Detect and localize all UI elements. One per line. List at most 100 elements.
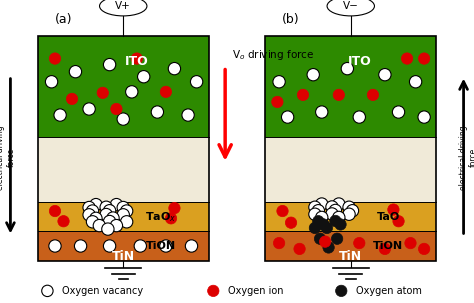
Ellipse shape xyxy=(58,215,69,227)
Ellipse shape xyxy=(160,240,172,252)
Ellipse shape xyxy=(117,113,129,125)
Ellipse shape xyxy=(151,106,164,118)
Text: ITO: ITO xyxy=(125,55,149,68)
Ellipse shape xyxy=(46,76,58,88)
Ellipse shape xyxy=(191,76,203,88)
Ellipse shape xyxy=(103,58,116,71)
Ellipse shape xyxy=(120,205,133,217)
Ellipse shape xyxy=(410,76,422,88)
Ellipse shape xyxy=(66,93,78,105)
Ellipse shape xyxy=(419,53,430,64)
Ellipse shape xyxy=(335,219,346,230)
Ellipse shape xyxy=(323,242,334,253)
Ellipse shape xyxy=(100,201,112,213)
Ellipse shape xyxy=(165,213,177,224)
Ellipse shape xyxy=(297,89,309,101)
Text: Oxygen vacancy: Oxygen vacancy xyxy=(62,286,143,296)
Ellipse shape xyxy=(126,86,138,98)
Ellipse shape xyxy=(93,219,106,232)
Ellipse shape xyxy=(312,205,325,217)
Ellipse shape xyxy=(353,111,365,123)
Text: electrical driving
force: electrical driving force xyxy=(459,125,474,190)
Ellipse shape xyxy=(313,215,324,227)
Ellipse shape xyxy=(341,62,354,75)
Ellipse shape xyxy=(326,201,338,213)
Ellipse shape xyxy=(319,236,331,247)
Bar xyxy=(265,202,436,231)
Text: Oxygen ion: Oxygen ion xyxy=(228,286,283,296)
Text: TiN: TiN xyxy=(339,250,362,263)
Ellipse shape xyxy=(131,53,143,64)
Ellipse shape xyxy=(367,89,379,101)
Ellipse shape xyxy=(111,103,122,115)
Text: TiON: TiON xyxy=(373,241,403,251)
Ellipse shape xyxy=(90,198,102,211)
Ellipse shape xyxy=(309,222,320,234)
Text: TiN: TiN xyxy=(112,250,135,263)
Ellipse shape xyxy=(316,106,328,118)
Ellipse shape xyxy=(100,0,147,16)
Ellipse shape xyxy=(103,205,116,217)
Text: V+: V+ xyxy=(115,1,131,11)
Ellipse shape xyxy=(405,238,416,249)
Ellipse shape xyxy=(103,240,116,252)
Ellipse shape xyxy=(107,212,119,224)
Ellipse shape xyxy=(110,219,123,232)
Ellipse shape xyxy=(74,240,87,252)
Ellipse shape xyxy=(329,204,342,217)
Ellipse shape xyxy=(346,205,359,217)
Ellipse shape xyxy=(54,109,66,121)
Ellipse shape xyxy=(354,238,365,249)
Ellipse shape xyxy=(307,68,319,81)
Ellipse shape xyxy=(100,208,112,221)
Ellipse shape xyxy=(277,205,288,217)
Ellipse shape xyxy=(309,208,321,220)
Ellipse shape xyxy=(86,216,99,228)
Ellipse shape xyxy=(330,215,341,227)
Bar xyxy=(38,137,209,202)
Text: (b): (b) xyxy=(282,13,300,26)
Ellipse shape xyxy=(83,209,95,221)
Ellipse shape xyxy=(331,233,343,245)
Ellipse shape xyxy=(418,111,430,123)
Ellipse shape xyxy=(321,222,333,234)
Text: (a): (a) xyxy=(55,13,72,26)
Ellipse shape xyxy=(137,71,150,83)
Ellipse shape xyxy=(273,76,285,88)
Ellipse shape xyxy=(103,215,116,228)
Text: Oxygen atom: Oxygen atom xyxy=(356,286,421,296)
Ellipse shape xyxy=(316,198,328,210)
Ellipse shape xyxy=(169,202,180,214)
Ellipse shape xyxy=(343,208,355,220)
Ellipse shape xyxy=(117,209,129,221)
Ellipse shape xyxy=(401,53,413,64)
Ellipse shape xyxy=(285,217,297,228)
Ellipse shape xyxy=(326,208,338,220)
Ellipse shape xyxy=(294,243,305,255)
Text: V$_o$ driving force: V$_o$ driving force xyxy=(232,48,315,62)
Ellipse shape xyxy=(49,205,61,217)
Text: electrical driving
force: electrical driving force xyxy=(0,125,15,190)
Ellipse shape xyxy=(182,109,194,121)
Bar xyxy=(38,36,209,261)
Ellipse shape xyxy=(160,86,172,98)
Ellipse shape xyxy=(327,0,374,16)
Ellipse shape xyxy=(49,53,61,64)
Ellipse shape xyxy=(134,240,146,252)
Ellipse shape xyxy=(97,87,109,98)
Bar xyxy=(265,36,436,261)
Ellipse shape xyxy=(333,211,345,224)
Text: TaO: TaO xyxy=(377,212,400,222)
Ellipse shape xyxy=(110,198,123,211)
Ellipse shape xyxy=(282,111,294,123)
Bar xyxy=(265,137,436,202)
Ellipse shape xyxy=(86,205,99,217)
Ellipse shape xyxy=(90,212,102,225)
Text: V−: V− xyxy=(343,1,359,11)
Ellipse shape xyxy=(272,96,283,108)
Ellipse shape xyxy=(185,240,198,252)
Ellipse shape xyxy=(333,198,345,210)
Ellipse shape xyxy=(83,103,95,115)
Ellipse shape xyxy=(343,201,355,213)
Text: ITO: ITO xyxy=(347,55,371,68)
